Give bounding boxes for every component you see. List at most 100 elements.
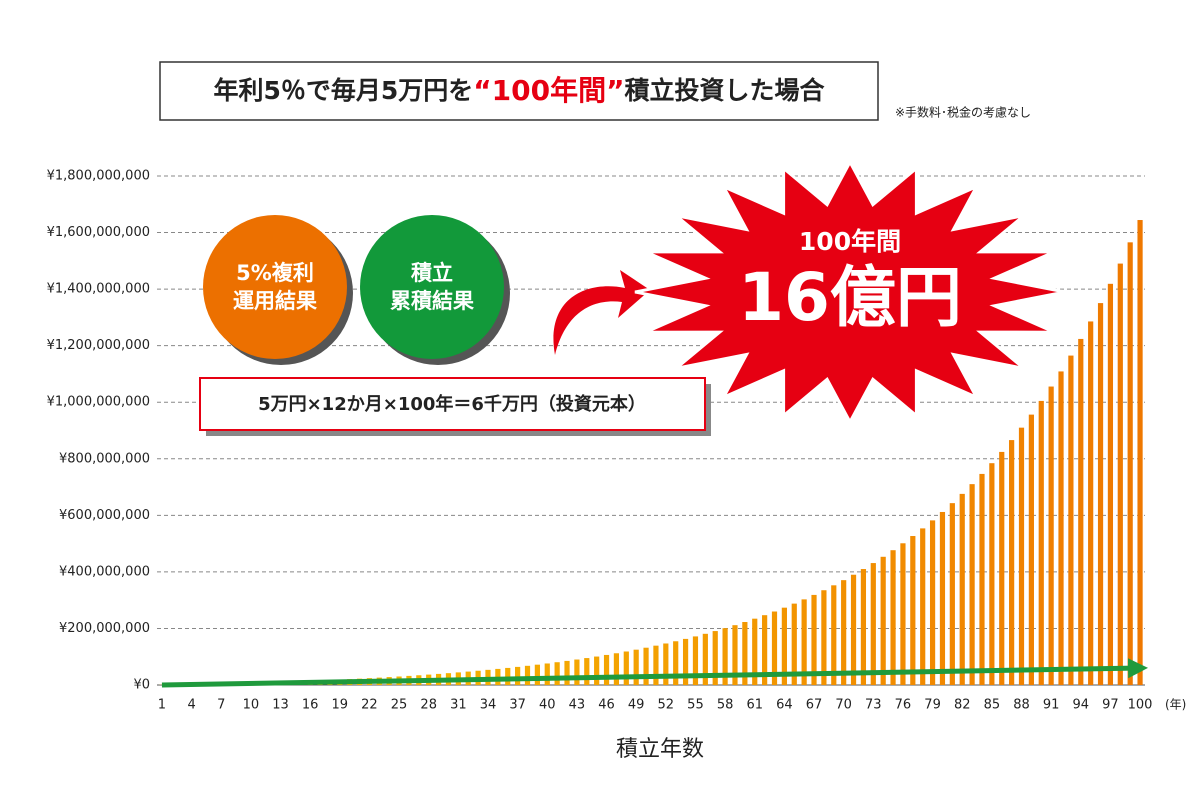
bar [959,493,965,685]
bar [949,503,955,685]
title-box [159,61,879,121]
bar [821,590,827,685]
circle-badge [360,215,504,359]
x-tick-label: 55 [687,698,704,713]
x-tick-label: 82 [954,698,971,713]
bar [811,594,817,685]
x-tick-label: 40 [539,698,556,713]
x-tick-label: 10 [243,698,260,713]
x-axis-label: 積立年数 [616,737,704,762]
formula-box [199,377,706,431]
x-tick-label: 58 [717,698,734,713]
y-tick-label: ¥1,600,000,000 [47,225,150,240]
bar [979,473,985,685]
bar [910,536,916,685]
x-tick-label: 1 [158,698,166,713]
x-tick-label: 88 [1013,698,1030,713]
y-tick-label: ¥1,000,000,000 [47,395,150,410]
y-tick-label: ¥600,000,000 [59,508,150,523]
x-tick-label: 67 [806,698,823,713]
bar [712,631,718,685]
bar [603,654,610,685]
bar [702,633,708,685]
bar [584,658,590,685]
y-tick-label: ¥200,000,000 [59,621,150,636]
bar [920,528,926,685]
bar [633,649,639,685]
bar [1117,263,1123,685]
bar [534,664,540,685]
bar [663,643,669,685]
bar [999,451,1005,685]
bar [722,628,728,685]
bar [1078,338,1084,685]
bar [900,543,906,685]
bar [870,563,876,685]
bar [1137,220,1143,686]
bar [613,653,620,685]
bar [653,645,659,685]
bar [574,659,580,685]
x-tick-label: 61 [746,698,763,713]
title-part: 積立投資した場合 [625,76,826,105]
arrow-curve [553,270,650,355]
x-tick-label: 76 [895,698,912,713]
bar [1009,440,1015,685]
x-tick-label: 94 [1073,698,1090,713]
x-tick-label: 97 [1102,698,1119,713]
bar [515,666,521,685]
bar [692,636,699,685]
y-tick-label: ¥400,000,000 [59,564,150,579]
y-tick-label: ¥0 [133,678,150,693]
x-tick-label: 25 [391,698,408,713]
title-highlight: “100年間” [473,74,624,107]
note: ※手数料･税金の考慮なし [895,105,1031,120]
bar [1127,242,1133,685]
y-tick-label: ¥1,200,000,000 [47,338,150,353]
x-tick-label: 79 [924,698,941,713]
principal-arrow [161,658,1149,688]
bar [1048,386,1054,685]
bar [505,667,511,685]
bar [643,647,649,685]
x-tick-label: 85 [984,698,1001,713]
circle-badge [203,215,347,359]
x-tick-label: 22 [361,698,378,713]
y-tick-label: ¥1,400,000,000 [47,282,150,297]
bar [564,660,570,685]
x-tick-label: 7 [217,698,225,713]
x-tick-label: 64 [776,698,793,713]
bar [781,607,787,685]
bar [989,463,995,685]
grid: ¥0 ¥200,000,000 ¥400,000,000 ¥600,000,000 ¥8… [47,169,1153,713]
x-tick-label: 4 [187,698,195,713]
bar [544,663,550,685]
bar [831,585,837,685]
x-tick-label: 70 [835,698,852,713]
bar [752,618,758,685]
burst-amount: 16億円 [738,259,962,336]
x-tick-label: 49 [628,698,645,713]
bar [771,611,778,685]
circle-text: 5%複利 [236,261,314,285]
bar [969,484,975,685]
x-unit: (年) [1165,698,1186,712]
x-tick-label: 19 [332,698,349,713]
bar [1097,303,1104,685]
bar [623,651,629,685]
x-tick-label: 43 [569,698,586,713]
circle-text: 累積結果 [390,289,474,313]
x-tick-label: 31 [450,698,467,713]
x-tick-label: 52 [658,698,675,713]
starburst [634,158,1066,426]
bar [939,511,946,685]
bar [880,556,886,685]
circle-text: 運用結果 [233,289,317,313]
bar [1058,371,1064,685]
bar [841,580,847,685]
bar [1038,400,1044,685]
bar [554,662,560,685]
x-tick-label: 13 [272,698,289,713]
x-tick-label: 16 [302,698,319,713]
